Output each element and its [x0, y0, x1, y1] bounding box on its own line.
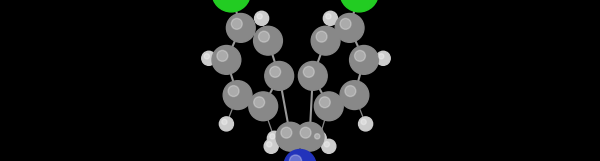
- Circle shape: [254, 97, 265, 108]
- Circle shape: [212, 46, 241, 74]
- Circle shape: [270, 134, 275, 139]
- Circle shape: [335, 14, 364, 42]
- Circle shape: [311, 26, 340, 55]
- Circle shape: [269, 66, 281, 77]
- Circle shape: [266, 142, 272, 147]
- Circle shape: [204, 54, 209, 59]
- Circle shape: [350, 46, 379, 74]
- Circle shape: [316, 31, 327, 42]
- Circle shape: [281, 127, 292, 138]
- Circle shape: [326, 14, 331, 19]
- Circle shape: [212, 0, 250, 12]
- Circle shape: [226, 14, 255, 42]
- Circle shape: [298, 62, 327, 90]
- Circle shape: [249, 92, 278, 121]
- Circle shape: [265, 62, 293, 90]
- Circle shape: [322, 139, 336, 153]
- Circle shape: [323, 11, 337, 25]
- Circle shape: [276, 122, 305, 151]
- Circle shape: [264, 139, 278, 153]
- Circle shape: [284, 150, 316, 161]
- Circle shape: [319, 97, 330, 108]
- Circle shape: [217, 50, 228, 61]
- Circle shape: [228, 86, 239, 97]
- Circle shape: [259, 31, 269, 42]
- Circle shape: [257, 14, 262, 19]
- Circle shape: [324, 142, 329, 147]
- Circle shape: [254, 11, 269, 25]
- Circle shape: [340, 18, 351, 29]
- Circle shape: [361, 119, 367, 125]
- Circle shape: [376, 51, 390, 65]
- Circle shape: [222, 119, 227, 125]
- Circle shape: [359, 117, 373, 131]
- Circle shape: [379, 54, 384, 59]
- Circle shape: [303, 66, 314, 77]
- Circle shape: [340, 0, 379, 12]
- Circle shape: [314, 134, 320, 139]
- Circle shape: [345, 86, 356, 97]
- Circle shape: [312, 131, 326, 145]
- Circle shape: [231, 18, 242, 29]
- Circle shape: [314, 92, 343, 121]
- Circle shape: [295, 122, 324, 151]
- Circle shape: [223, 81, 252, 109]
- Circle shape: [202, 51, 216, 65]
- Circle shape: [300, 127, 311, 138]
- Circle shape: [355, 50, 365, 61]
- Circle shape: [220, 117, 233, 131]
- Circle shape: [268, 131, 281, 145]
- Circle shape: [254, 26, 283, 55]
- Circle shape: [340, 81, 369, 109]
- Circle shape: [289, 155, 302, 161]
